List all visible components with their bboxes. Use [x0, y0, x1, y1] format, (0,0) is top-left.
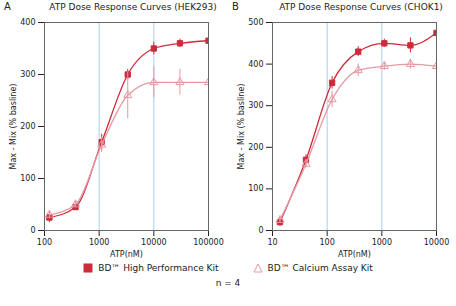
html-text:n = 4: n = 4 [215, 278, 241, 288]
svg-text:10000: 10000 [424, 238, 449, 247]
html-text:A: A [4, 1, 11, 12]
svg-text:ATP(nM): ATP(nM) [338, 250, 371, 259]
svg-text:0: 0 [258, 226, 263, 235]
svg-text:ATP(nM): ATP(nM) [110, 250, 143, 259]
svg-text:10000: 10000 [141, 238, 166, 247]
svg-text:Max - Mix (% basline): Max - Mix (% basline) [9, 84, 18, 170]
svg-text:0: 0 [30, 226, 35, 235]
svg-text:400: 400 [248, 60, 263, 69]
svg-text:1000: 1000 [372, 238, 392, 247]
svg-text:100: 100 [248, 184, 263, 193]
html-text:BD™ Calcium Assay Kit: BD™ Calcium Assay Kit [267, 263, 373, 273]
svg-text:100: 100 [320, 238, 335, 247]
svg-text:100000: 100000 [193, 238, 224, 247]
html-text:B: B [232, 1, 239, 12]
svg-text:100: 100 [20, 174, 35, 183]
svg-text:Max - Mix (% basline): Max - Mix (% basline) [237, 84, 246, 170]
svg-text:500: 500 [248, 18, 263, 27]
svg-text:10: 10 [267, 238, 277, 247]
svg-text:100: 100 [37, 238, 52, 247]
html-text:ATP Dose Response Curves (HEK2: ATP Dose Response Curves (HEK293) [49, 2, 217, 12]
svg-text:300: 300 [248, 101, 263, 110]
svg-text:200: 200 [248, 143, 263, 152]
html-text:ATP Dose Response Curves (CHOK: ATP Dose Response Curves (CHOK1) [279, 2, 443, 12]
svg-text:1000: 1000 [89, 238, 109, 247]
svg-text:400: 400 [20, 18, 35, 27]
html-text:BD™ High Performance Kit: BD™ High Performance Kit [98, 263, 219, 273]
svg-text:300: 300 [20, 70, 35, 79]
svg-text:200: 200 [20, 122, 35, 131]
